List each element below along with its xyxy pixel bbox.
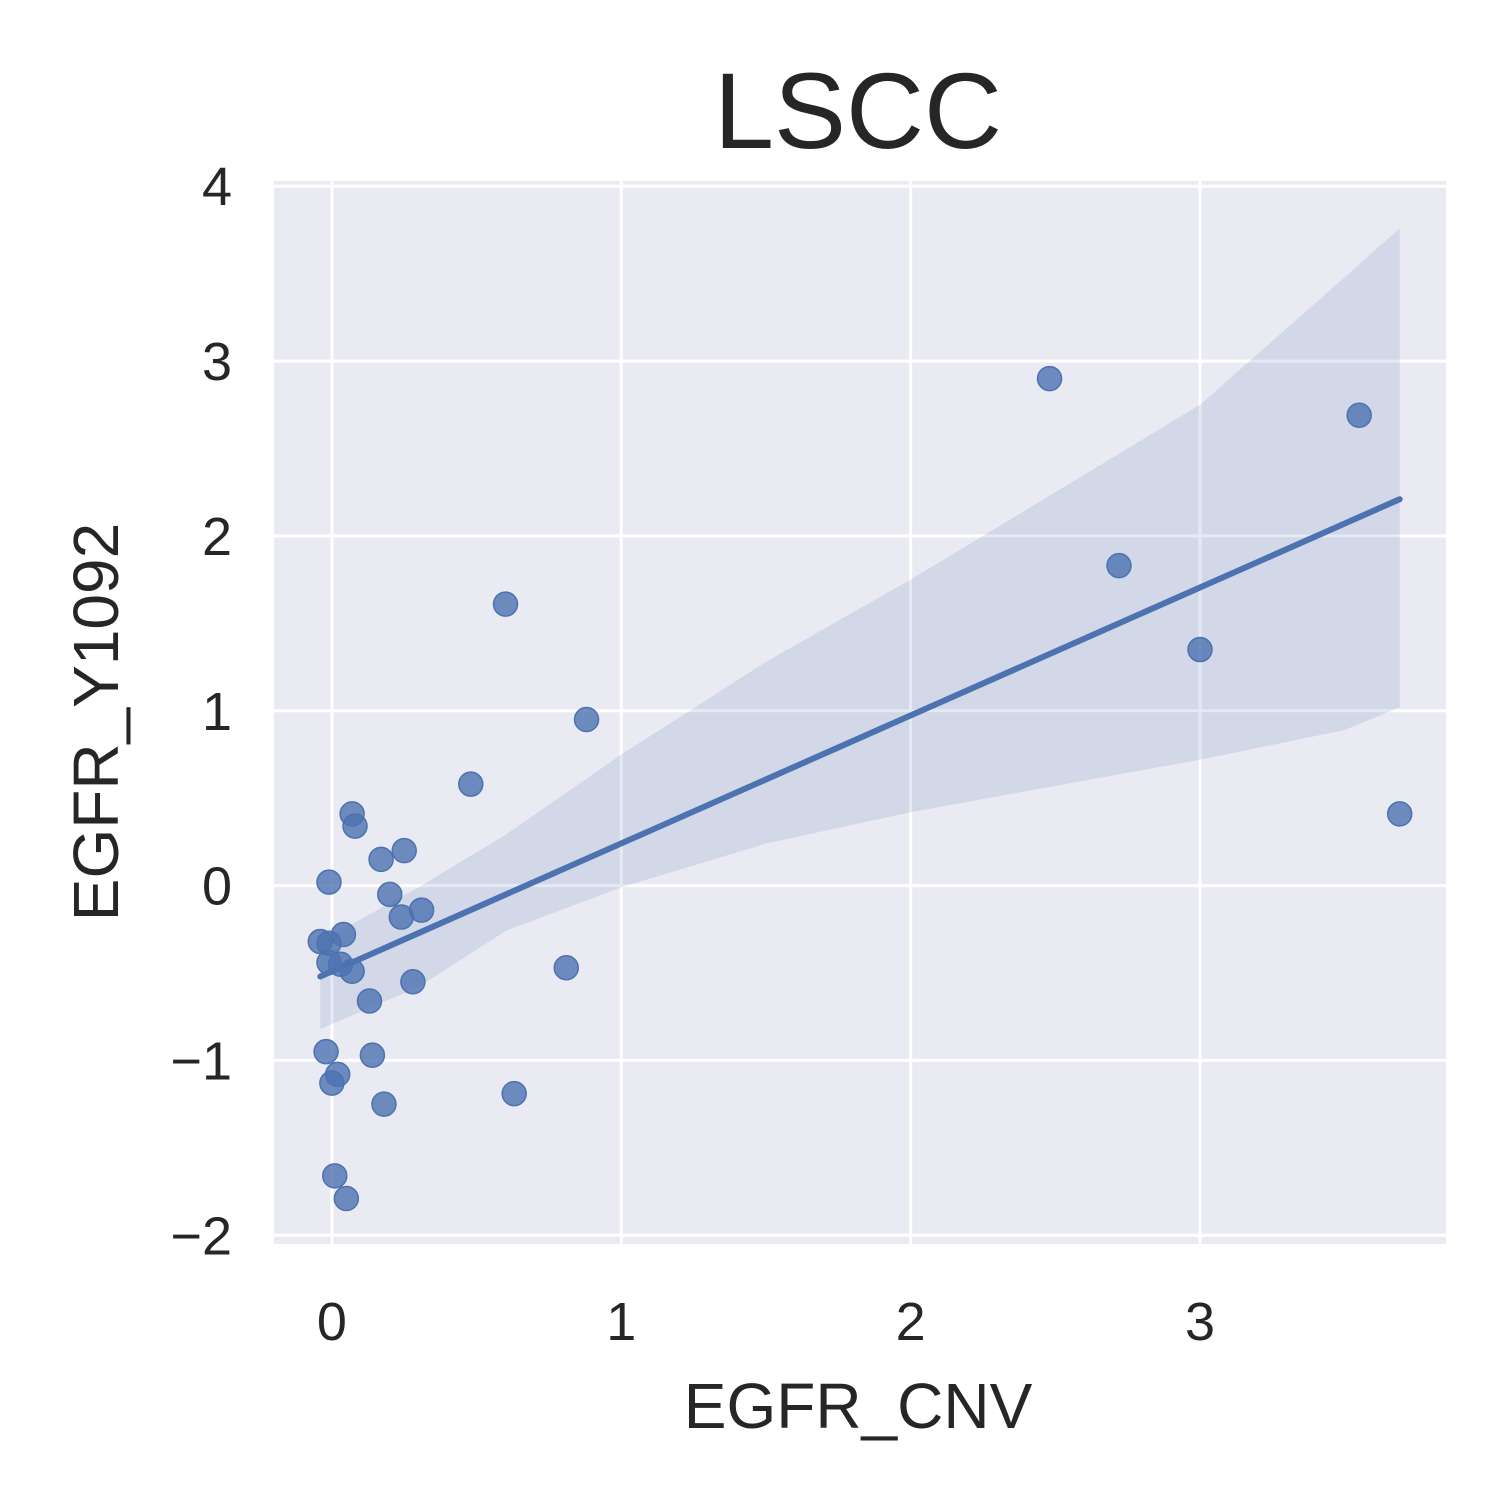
scatter-point <box>313 1038 339 1065</box>
y-tick-label: −2 <box>170 1206 232 1266</box>
scatter-point <box>1106 552 1132 579</box>
chart-title: LSCC <box>714 50 1002 171</box>
scatter-point <box>553 955 580 981</box>
y-tick-label: −1 <box>170 1031 232 1091</box>
y-tick-label: 1 <box>202 682 232 742</box>
scatter-point <box>388 904 415 930</box>
y-tick-labels: −2 −1 0 1 2 3 4 <box>170 157 232 1266</box>
data-points <box>307 365 1413 1212</box>
x-tick-labels: 0 1 2 3 <box>317 1292 1215 1352</box>
y-tick-label: 3 <box>202 332 232 392</box>
plot-area <box>274 181 1446 1244</box>
scatter-point <box>1386 801 1413 827</box>
scatter-point <box>368 846 394 873</box>
scatter-point <box>400 968 426 995</box>
scatter-point <box>391 837 417 864</box>
scatter-point <box>322 1163 348 1189</box>
x-tick-label: 1 <box>606 1292 636 1352</box>
regression-line <box>317 496 1403 980</box>
x-axis-label: EGFR_CNV <box>684 1370 1033 1442</box>
confidence-band <box>320 228 1400 1029</box>
scatter-point <box>1036 365 1063 392</box>
x-tick-label: 3 <box>1185 1292 1215 1352</box>
scatter-point <box>339 958 365 985</box>
scatter-point <box>458 771 484 797</box>
scatter-point <box>573 706 600 733</box>
x-tick-label: 2 <box>896 1292 926 1352</box>
scatter-point <box>371 1091 397 1117</box>
y-tick-label: 0 <box>202 857 232 917</box>
scatter-point <box>342 813 368 839</box>
y-axis-label: EGFR_Y1092 <box>60 523 132 921</box>
scatter-point <box>319 1070 345 1096</box>
x-tick-label: 0 <box>317 1292 347 1352</box>
scatter-point <box>356 988 383 1014</box>
scatter-point <box>1346 402 1372 429</box>
y-tick-label: 2 <box>202 507 232 567</box>
y-tick-label: 4 <box>202 157 232 217</box>
regression-line-group <box>317 496 1403 980</box>
scatter-point <box>333 1185 360 1212</box>
scatter-point <box>1187 636 1213 663</box>
scatter-point <box>359 1042 386 1068</box>
scatter-point <box>316 869 342 895</box>
scatter-point <box>377 881 403 908</box>
scatter-point <box>492 591 519 617</box>
confidence-band-group <box>320 228 1400 1029</box>
scatter-point <box>501 1080 527 1107</box>
